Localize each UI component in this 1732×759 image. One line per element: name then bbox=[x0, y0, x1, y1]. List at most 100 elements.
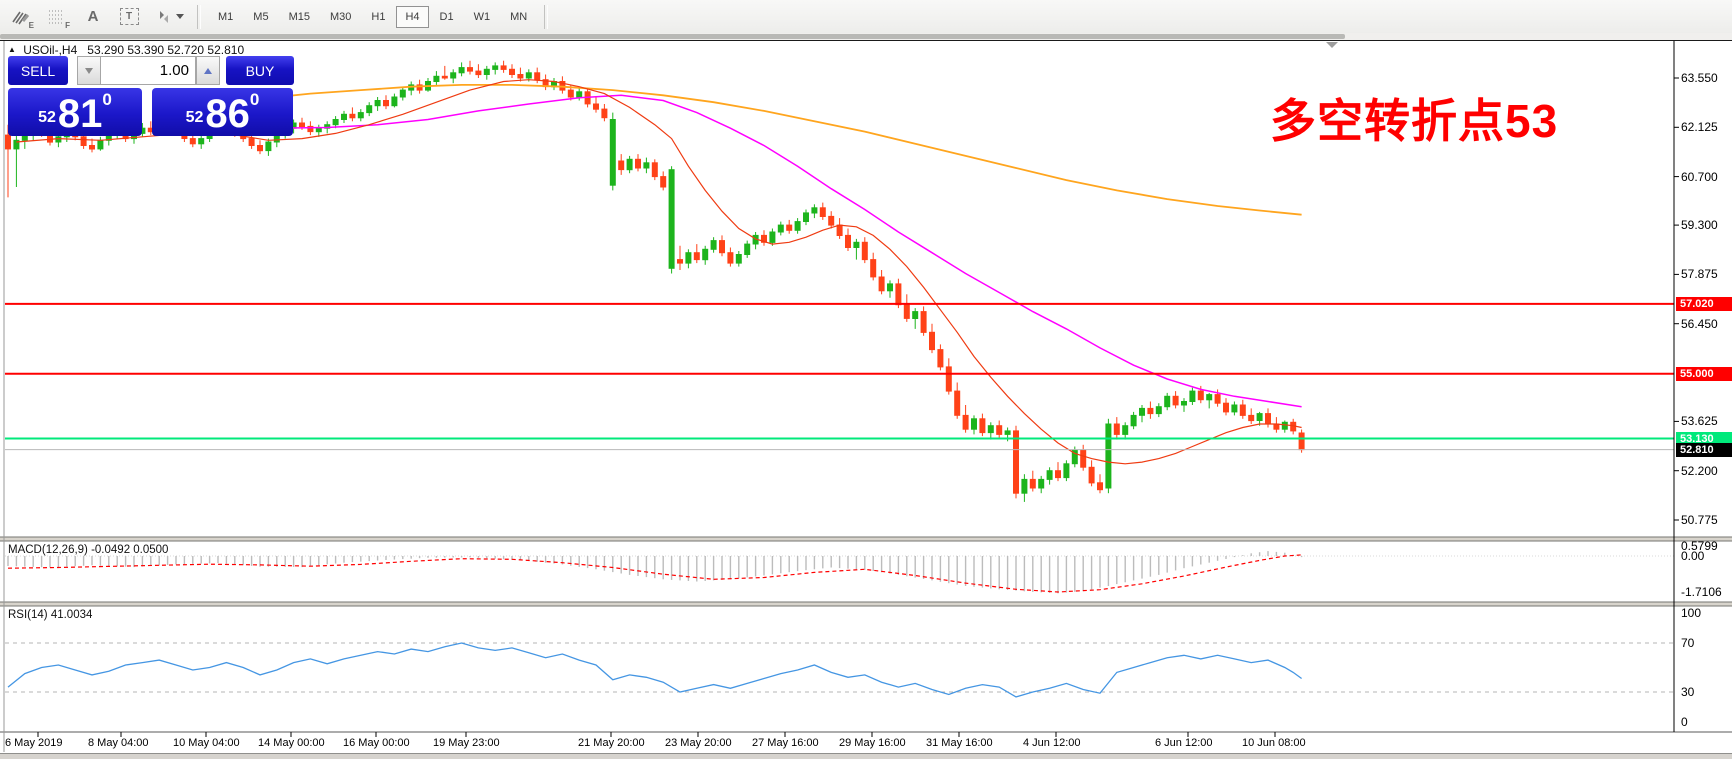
price-axis-label: 57.875 bbox=[1681, 267, 1718, 282]
timeframe-button-w1[interactable]: W1 bbox=[473, 10, 491, 23]
date-axis-label: 8 May 04:00 bbox=[88, 737, 149, 749]
chart-frame-border bbox=[0, 40, 1732, 41]
t-glyph: T bbox=[119, 8, 139, 25]
chart-hscrollbar[interactable] bbox=[0, 33, 1732, 40]
date-axis-label: 29 May 16:00 bbox=[839, 737, 906, 749]
buy-price-main: 86 bbox=[205, 92, 250, 136]
date-axis-label: 21 May 20:00 bbox=[578, 737, 645, 749]
date-axis-label: 10 May 04:00 bbox=[173, 737, 240, 749]
timeframe-button-m30[interactable]: M30 bbox=[329, 10, 352, 23]
buy-price-box[interactable]: 52 86 0 bbox=[152, 88, 293, 136]
arrows-glyph bbox=[160, 10, 168, 23]
price-level-badge: 55.000 bbox=[1676, 366, 1732, 381]
grid-icon[interactable]: F bbox=[42, 4, 72, 30]
indicators-icon[interactable]: E bbox=[6, 4, 36, 30]
volume-decrease-button[interactable] bbox=[77, 56, 100, 85]
volume-input[interactable]: 1.00 bbox=[100, 56, 196, 85]
price-axis-label: 52.200 bbox=[1681, 463, 1718, 478]
price-axis-label: 59.300 bbox=[1681, 218, 1718, 233]
date-axis-label: 4 Jun 12:00 bbox=[1023, 737, 1081, 749]
price-level-badge: 53.130 bbox=[1676, 431, 1732, 446]
arrow-up-icon bbox=[204, 67, 212, 74]
macd-axis-label: -1.7106 bbox=[1681, 585, 1722, 599]
ma-mid-line bbox=[268, 94, 1302, 408]
collapse-triangle-icon[interactable]: ▲ bbox=[8, 45, 16, 54]
window-footer-strip bbox=[0, 753, 1732, 759]
price-axis-label: 56.450 bbox=[1681, 316, 1718, 331]
date-axis-label: 19 May 23:00 bbox=[433, 737, 500, 749]
timeframe-button-m15[interactable]: M15 bbox=[288, 10, 310, 23]
macd-signal-line bbox=[7, 554, 1302, 593]
timeframe-button-m1[interactable]: M1 bbox=[218, 10, 234, 23]
date-axis-label: 31 May 16:00 bbox=[926, 737, 993, 749]
macd-axis-label: 0.00 bbox=[1681, 549, 1705, 563]
timeframe-button-h4[interactable]: H4 bbox=[396, 5, 429, 28]
buy-price-sup: 0 bbox=[249, 90, 260, 109]
macd-axis-label: 0.5799 bbox=[1681, 539, 1718, 553]
price-axis-label: 63.550 bbox=[1681, 71, 1718, 85]
arrow-down-icon bbox=[85, 67, 93, 74]
price-level-badge: 52.810 bbox=[1676, 442, 1732, 457]
timeframe-group: M1 M5 M15 M30 H1 H4 D1 W1 MN bbox=[208, 5, 537, 28]
sell-price-box[interactable]: 52 81 0 bbox=[8, 88, 142, 136]
sell-price-prefix: 52 bbox=[38, 109, 56, 126]
sell-button[interactable]: SELL bbox=[8, 56, 68, 85]
toolbar: E F A T M1 M5 M15 M30 H1 H4 D1 W1 MN bbox=[0, 0, 1732, 34]
timeframe-button-m5[interactable]: M5 bbox=[253, 10, 269, 23]
ma-slow bbox=[259, 84, 1302, 216]
timeframe-button-mn[interactable]: MN bbox=[510, 10, 528, 23]
text-a-icon[interactable]: A bbox=[78, 4, 108, 30]
rsi-axis-label: 30 bbox=[1681, 685, 1695, 699]
symbol-period-label: USOil-,H4 bbox=[23, 43, 78, 57]
date-axis-label: 6 May 2019 bbox=[5, 737, 63, 749]
sell-price-sup: 0 bbox=[102, 90, 112, 109]
ma-fast-line bbox=[16, 79, 1302, 465]
date-axis-label: 27 May 16:00 bbox=[752, 737, 819, 749]
timeframe-button-h1[interactable]: H1 bbox=[371, 10, 386, 23]
date-axis-label: 16 May 00:00 bbox=[343, 737, 410, 749]
date-axis-label: 14 May 00:00 bbox=[258, 737, 325, 749]
price-lines-layer bbox=[5, 302, 1674, 451]
price-chart[interactable] bbox=[0, 41, 1732, 759]
ohlc-values: 53.290 53.390 52.720 52.810 bbox=[87, 43, 245, 57]
icon-sub-label: F bbox=[65, 20, 70, 30]
volume-increase-button[interactable] bbox=[196, 56, 220, 85]
grid-glyph bbox=[49, 10, 63, 23]
buy-button[interactable]: BUY bbox=[226, 56, 294, 85]
toolbar-separator bbox=[544, 4, 549, 29]
chart-annotation-text: 多空转折点53 bbox=[1270, 95, 1559, 147]
text-label-icon[interactable]: T bbox=[114, 4, 144, 30]
candles-layer bbox=[5, 60, 1305, 502]
rsi-axis-label: 100 bbox=[1681, 606, 1702, 620]
ma-mid bbox=[268, 94, 1302, 408]
rsi-line bbox=[7, 642, 1302, 698]
date-axis-label: 6 Jun 12:00 bbox=[1155, 737, 1213, 749]
ma-slow-line bbox=[259, 84, 1302, 216]
arrows-icon[interactable] bbox=[150, 4, 190, 30]
price-axis-label: 60.700 bbox=[1681, 169, 1718, 184]
sell-price-main: 81 bbox=[57, 92, 103, 136]
price-axis-label: 50.775 bbox=[1681, 513, 1718, 527]
trade-prices-row: 52 81 0 52 86 0 bbox=[8, 88, 294, 136]
one-click-trade-panel: SELL 1.00 BUY 52 81 0 52 86 0 bbox=[8, 56, 294, 136]
chart-title: ▲ USOil-,H4 53.290 53.390 52.720 52.810 bbox=[8, 43, 244, 57]
rsi-label: RSI(14) 41.0034 bbox=[8, 609, 93, 621]
macd-label: MACD(12,26,9) -0.0492 0.0500 bbox=[8, 544, 169, 556]
chevron-down-icon bbox=[176, 14, 184, 19]
a-glyph: A bbox=[87, 8, 99, 25]
hatch-glyph bbox=[12, 11, 30, 24]
date-axis-label: 10 Jun 08:00 bbox=[1242, 737, 1306, 749]
price-level-badge: 57.020 bbox=[1676, 296, 1732, 311]
macd-layer bbox=[5, 551, 1674, 594]
trade-controls-row: SELL 1.00 BUY bbox=[8, 56, 294, 85]
rsi-axis-label: 70 bbox=[1681, 636, 1695, 650]
hscrollbar-slider[interactable] bbox=[0, 34, 1345, 39]
timeframe-button-d1[interactable]: D1 bbox=[439, 10, 454, 23]
icon-sub-label: E bbox=[28, 20, 34, 30]
date-axis-label: 23 May 20:00 bbox=[665, 737, 732, 749]
buy-price-prefix: 52 bbox=[185, 109, 204, 126]
chart-shift-marker-icon bbox=[1326, 42, 1338, 48]
rsi-axis-label: 0 bbox=[1681, 715, 1688, 729]
rsi-layer bbox=[5, 642, 1674, 698]
ma-fast bbox=[16, 79, 1302, 465]
